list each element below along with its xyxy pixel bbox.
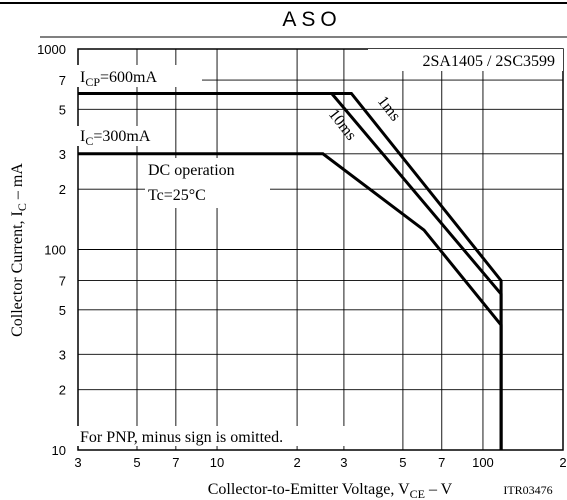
y-axis-label: Collector Current, IC – mA [9, 163, 29, 337]
label-bg [77, 65, 202, 87]
annotation: 2SA1405 / 2SC3599 [423, 53, 555, 70]
y-tick-label: 2 [59, 182, 66, 197]
annotation: IC=300mA [80, 128, 151, 148]
plot-frame [77, 48, 564, 451]
x-tick-label: 100 [472, 455, 494, 470]
y-tick-label: 100 [44, 243, 66, 258]
annotations: ICP=600mA IC=300mA DC operation Tc=25°C … [77, 49, 563, 446]
annotation: DC operation [148, 162, 235, 179]
curve [330, 92, 503, 450]
ticks: 10 2 3 5 7 100 2 3 5 7 1000 3 5 7 10 2 3 5 7 100 2 [37, 42, 567, 470]
label-bg [145, 158, 270, 208]
y-tick-label: 5 [59, 303, 66, 318]
annotation: ICP=600mA [80, 69, 157, 89]
grid [77, 48, 564, 451]
y-tick-label: 2 [59, 383, 66, 398]
y-tick-label: 7 [59, 73, 66, 88]
x-tick-label: 5 [399, 455, 406, 470]
chart-title: ASO [282, 8, 341, 31]
annotation: For PNP, minus sign is omitted. [80, 429, 283, 446]
figure-code: ITR03476 [503, 483, 552, 497]
curve [78, 92, 503, 450]
label-bg [77, 126, 172, 146]
y-tick-label: 7 [59, 274, 66, 289]
y-tick-label: 3 [59, 347, 66, 362]
x-tick-label: 3 [74, 455, 81, 470]
y-tick-label: 5 [59, 102, 66, 117]
y-tick-label: 3 [59, 147, 66, 162]
x-tick-label: 10 [210, 455, 224, 470]
y-tick-label: 10 [52, 443, 66, 458]
x-tick-label: 7 [438, 455, 445, 470]
x-tick-label: 2 [559, 455, 566, 470]
x-tick-label: 5 [133, 455, 140, 470]
label-bg [77, 426, 347, 446]
annotation: Tc=25°C [148, 187, 206, 204]
x-tick-label: 2 [293, 455, 300, 470]
x-tick-label: 7 [172, 455, 179, 470]
curve [78, 152, 503, 450]
x-tick-label: 3 [340, 455, 347, 470]
y-tick-label: 1000 [37, 42, 66, 57]
curves [78, 92, 503, 450]
annotation: 10ms [325, 106, 360, 144]
annotation: 1ms [374, 93, 404, 124]
x-axis-label: Collector-to-Emitter Voltage, VCE – V [208, 481, 453, 500]
label-bg [368, 49, 563, 71]
